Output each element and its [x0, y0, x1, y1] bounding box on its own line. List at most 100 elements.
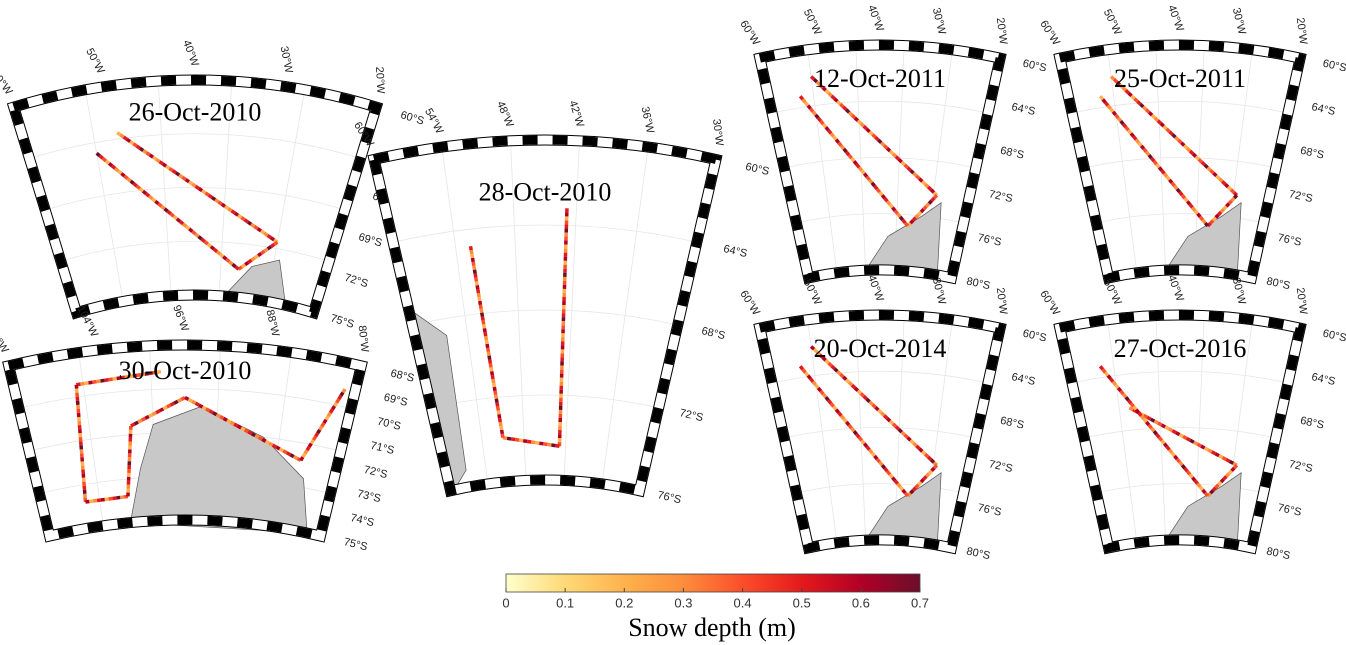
- track-segment: [107, 162, 114, 168]
- colorbar-tick-label: 0.6: [852, 595, 870, 610]
- track-segment: [803, 101, 810, 107]
- panel-title: 25-Oct-2011: [1114, 64, 1246, 93]
- track-segment: [1223, 182, 1230, 189]
- track-segment: [116, 495, 121, 500]
- track-segment: [885, 417, 892, 423]
- track-segment: [868, 130, 874, 136]
- track-segment: [76, 382, 81, 387]
- track-segment: [827, 361, 833, 368]
- track-segment: [161, 162, 168, 168]
- track-segment: [824, 359, 830, 365]
- track-segment: [896, 212, 902, 218]
- track-segment: [1165, 445, 1171, 451]
- track-segment: [491, 378, 496, 384]
- track-segment: [833, 97, 839, 103]
- track-segment: [212, 411, 218, 417]
- track-segment: [266, 234, 272, 240]
- track-segment: [811, 380, 817, 386]
- track-segment: [485, 343, 490, 349]
- track-segment: [898, 215, 905, 221]
- track-segment: [1201, 218, 1207, 225]
- track-segment: [836, 100, 842, 106]
- track-segment: [868, 178, 874, 184]
- track-segment: [893, 209, 899, 215]
- track-segment: [181, 222, 188, 228]
- track-segment: [1178, 433, 1184, 439]
- track-segment: [914, 213, 920, 219]
- track-segment: [187, 397, 193, 403]
- track-segment: [526, 439, 532, 444]
- frame: [1054, 310, 1306, 554]
- track-segment: [481, 320, 486, 325]
- frame: [754, 310, 1006, 554]
- track-segment: [493, 390, 498, 396]
- track-segment: [480, 316, 485, 321]
- track-segment: [874, 405, 880, 412]
- track-segment: [814, 113, 820, 120]
- track-segment: [172, 214, 178, 221]
- track-segment: [1214, 213, 1220, 219]
- track-segment: [136, 373, 142, 378]
- lon-label: 50°W: [83, 46, 107, 76]
- track-segment: [155, 158, 161, 164]
- track-segment: [1180, 194, 1187, 200]
- track-segment: [140, 372, 146, 377]
- track-segment: [234, 265, 240, 271]
- track-segment: [1152, 160, 1158, 166]
- lon-label: 96°W: [170, 304, 191, 334]
- track-segment: [140, 416, 147, 422]
- track-segment: [1150, 417, 1156, 423]
- track-segment: [909, 169, 915, 175]
- track-segment: [903, 433, 909, 439]
- lon-label: 20°W: [994, 287, 1010, 316]
- track-segment: [155, 409, 161, 415]
- track-segment: [163, 207, 169, 213]
- track-segment: [1160, 423, 1167, 429]
- track-segment: [278, 447, 285, 453]
- track-segment: [237, 265, 243, 271]
- track-segment: [915, 174, 921, 180]
- track-segment: [1142, 413, 1149, 419]
- track-segment: [1183, 197, 1189, 203]
- track-segment: [205, 407, 211, 413]
- track-segment: [1167, 427, 1174, 433]
- track-segment: [1129, 402, 1135, 408]
- panel-title: 28-Oct-2010: [479, 177, 612, 206]
- lat-label: 64°S: [1010, 101, 1036, 118]
- track-segment: [847, 111, 854, 117]
- graticule: [1084, 157, 1276, 169]
- track-segment: [1144, 150, 1151, 157]
- track-segment: [1133, 97, 1139, 103]
- track-segment: [1162, 172, 1169, 178]
- track-segment: [256, 252, 263, 258]
- track-segment: [1115, 80, 1122, 87]
- track-segment: [475, 285, 480, 290]
- track-segment: [842, 105, 848, 111]
- track-segment: [1164, 425, 1170, 431]
- graticule: [796, 213, 964, 224]
- track-segment: [901, 488, 907, 495]
- track-segment: [120, 375, 125, 380]
- track-segment: [1209, 169, 1215, 175]
- track-segment: [292, 455, 299, 461]
- track-segment: [275, 445, 281, 451]
- track-segment: [901, 218, 907, 225]
- track-segment: [1118, 83, 1124, 89]
- graticule: [1071, 370, 1289, 384]
- track-segment: [483, 331, 488, 337]
- track-segment: [1225, 457, 1231, 463]
- track-segment: [208, 409, 214, 415]
- track-segment: [194, 232, 200, 238]
- track-segment: [1171, 429, 1177, 435]
- track-segment: [534, 440, 540, 445]
- track-segment: [914, 483, 920, 489]
- graticule: [771, 370, 989, 384]
- track-segment: [1209, 489, 1215, 495]
- track-segment: [152, 155, 158, 161]
- track-segment: [1175, 431, 1181, 437]
- track-segment: [824, 126, 830, 132]
- track-segment: [912, 171, 918, 178]
- track-segment: [543, 442, 548, 447]
- track-segment: [518, 438, 524, 443]
